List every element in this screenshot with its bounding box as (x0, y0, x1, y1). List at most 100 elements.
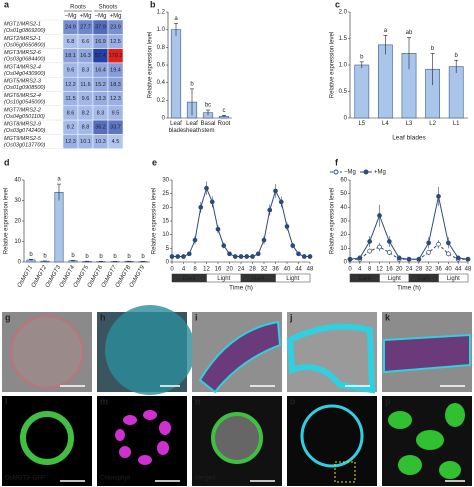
significance-letter: ab (406, 30, 413, 36)
y-tick-label: 0 (18, 260, 22, 266)
bar (354, 64, 370, 119)
panel-label: c (335, 0, 340, 9)
y-axis-label: Relative expression level (152, 188, 158, 254)
y-tick-label: 10 (162, 232, 169, 238)
cell-value: 16.3 (80, 53, 91, 59)
significance-letter: b (455, 53, 459, 59)
image-p-cells (388, 403, 465, 479)
cell-value: 36.2 (95, 125, 106, 131)
cell-value: 11.5 (65, 96, 75, 102)
image-caption: OsMGT3–GFP (5, 476, 45, 482)
cell-value: 8.8 (82, 125, 90, 131)
gene-name: MGT3/MRS2-6 (4, 50, 42, 56)
y-tick-label: 50 (340, 191, 347, 197)
significance-letter: b (99, 254, 103, 260)
cell-value: 16.4 (95, 68, 106, 74)
data-point (445, 251, 451, 257)
x-tick-label: 36 (272, 267, 279, 273)
photoperiod-label: Light (388, 276, 401, 282)
significance-letter: b (141, 254, 145, 260)
bar (170, 29, 182, 119)
bar (378, 44, 393, 119)
gene-name: MGT7/MRS2-2 (4, 107, 41, 113)
legend-label: −Mg (344, 170, 356, 176)
x-tick-label: 0 (170, 267, 174, 273)
x-axis-label: Leaf blades (392, 135, 426, 142)
x-tick-label: 8 (193, 267, 197, 273)
image-m-chloroplasts (115, 410, 171, 465)
cell-value: 12.5 (110, 39, 121, 45)
photoperiod-label: Dark (417, 276, 431, 282)
significance-letter: b (29, 252, 33, 258)
data-point (238, 254, 244, 259)
cell-value: 9.5 (112, 110, 120, 116)
data-point (386, 239, 392, 244)
cell-value: 19.4 (110, 68, 121, 74)
legend-marker (333, 169, 339, 175)
y-tick-label: 20 (340, 232, 347, 238)
x-tick-label: 12 (203, 267, 210, 273)
significance-letter: b (127, 254, 131, 260)
cell-value: 178.2 (109, 53, 123, 59)
y-axis-label: Relative expression level (4, 188, 10, 254)
data-point (284, 224, 290, 229)
x-tick-label: 20 (226, 267, 233, 273)
significance-letter: a (174, 16, 178, 22)
x-tick-label: 48 (307, 267, 314, 273)
cell-value: 8.2 (82, 110, 90, 116)
x-tick-label: 24 (406, 267, 413, 273)
photoperiod-band (275, 273, 311, 283)
photoperiod-label: Dark (252, 276, 266, 282)
significance-letter: b (71, 253, 75, 259)
data-point (386, 250, 392, 255)
x-tick-label: 28 (249, 267, 256, 273)
y-tick-label: 40 (14, 178, 21, 184)
group-header: Shoots (99, 5, 118, 11)
bar (54, 192, 64, 263)
table-cell (107, 134, 124, 149)
gene-locus: (Os03g0684400) (4, 57, 45, 63)
condition-header: +Mg (110, 14, 122, 20)
panel-label: n (195, 396, 201, 406)
panel-label: a (4, 0, 10, 9)
data-point (357, 255, 363, 261)
data-point (436, 194, 441, 199)
data-point (416, 256, 422, 262)
data-point (261, 237, 267, 243)
image-h-section (105, 305, 195, 395)
data-point (227, 251, 232, 257)
data-point (232, 254, 238, 259)
legend-label: +Mg (374, 170, 386, 176)
cell-value: 16.9 (95, 39, 106, 45)
condition-header: +Mg (80, 14, 92, 20)
x-axis-label: Time (h) (397, 285, 421, 292)
x-tick-label: L2 (429, 121, 436, 127)
photoperiod-label: Light (447, 276, 460, 282)
legend-marker (363, 169, 369, 175)
y-tick-label: 0.6 (157, 63, 166, 69)
significance-letter: bc (205, 103, 211, 109)
data-point (377, 244, 382, 250)
data-point (250, 254, 255, 259)
y-tick-label: 15 (162, 219, 169, 225)
gene-name: MGT5/MRS2-3 (4, 79, 42, 85)
panel-label: o (290, 396, 296, 406)
x-tick-label: 16 (215, 267, 222, 273)
y-axis-label: Relative expression level (330, 188, 336, 254)
gene-locus: (Os10g0545000) (4, 99, 45, 105)
data-point (204, 185, 209, 191)
photoperiod-label: Light (286, 276, 299, 282)
x-tick-label: 12 (376, 267, 383, 273)
y-tick-label: 10 (340, 246, 347, 252)
x-tick-label: Leaf blade (168, 121, 184, 134)
x-tick-label: 40 (284, 267, 291, 273)
gene-name: MGT9/MRS2-5 (4, 136, 42, 142)
y-tick-label: 1.0 (339, 63, 348, 69)
x-tick-label: 32 (261, 267, 268, 273)
cell-value: 27.7 (80, 25, 91, 31)
y-tick-label: 1.0 (157, 27, 166, 33)
data-point (465, 256, 471, 262)
gene-locus: (Os04g0430900) (4, 71, 45, 77)
x-tick-label: 8 (368, 267, 372, 273)
significance-letter: b (43, 254, 47, 260)
